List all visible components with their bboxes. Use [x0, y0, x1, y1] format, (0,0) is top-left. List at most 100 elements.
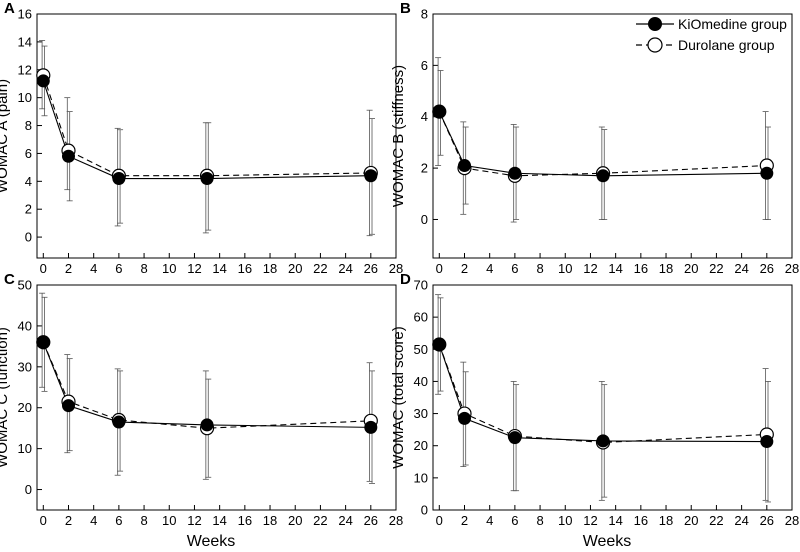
data-point-b-kiomedine-6 — [508, 166, 522, 180]
x-tick-label-b-14: 14 — [608, 261, 622, 276]
y-tick-label-a-10: 10 — [18, 90, 32, 105]
x-tick-label-c-8: 8 — [140, 513, 147, 528]
data-point-d-kiomedine-13 — [596, 434, 610, 448]
y-tick-label-a-0: 0 — [25, 230, 32, 245]
data-point-b-kiomedine-13 — [596, 169, 610, 183]
series-line-d-durolane — [438, 344, 767, 444]
panel-d: 0 2 4 6 8 10 12 14 16 18 20 22 24 26 28010203040506070… — [390, 271, 799, 528]
y-tick-label-a-12: 12 — [18, 62, 32, 77]
y-tick-label-a-16: 16 — [18, 7, 32, 22]
x-tick-label-a-20: 20 — [288, 261, 302, 276]
x-tick-label-a-16: 16 — [238, 261, 252, 276]
series-line-a-kiomedine — [42, 80, 371, 180]
x-tick-label-a-6: 6 — [115, 261, 122, 276]
plot-frame-d — [432, 284, 793, 511]
data-point-d-kiomedine-6 — [508, 431, 522, 445]
x-tick-label-d-20: 20 — [684, 513, 698, 528]
x-tick-label-a-12: 12 — [187, 261, 201, 276]
legend-label-kiomedine: KiOmedine group — [678, 16, 787, 32]
x-tick-label-d-0: 0 — [436, 513, 443, 528]
y-tick-label-a-6: 6 — [25, 146, 32, 161]
x-tick-label-a-24: 24 — [338, 261, 352, 276]
x-tick-label-d-28: 28 — [785, 513, 799, 528]
legend-label-durolane: Durolane group — [678, 37, 775, 53]
x-tick-label-c-28: 28 — [389, 513, 403, 528]
data-point-b-kiomedine-2 — [457, 159, 471, 173]
plot-frame-c — [36, 284, 397, 511]
y-tick-label-d-10: 10 — [414, 470, 428, 485]
x-axis-title-left: Weeks — [187, 533, 236, 550]
y-tick-label-d-0: 0 — [421, 503, 428, 518]
plot-frame-a — [36, 13, 397, 259]
x-tick-label-d-16: 16 — [634, 513, 648, 528]
x-tick-label-c-4: 4 — [90, 513, 97, 528]
x-tick-label-d-26: 26 — [760, 513, 774, 528]
x-tick-label-a-10: 10 — [162, 261, 176, 276]
y-tick-label-b-2: 2 — [421, 161, 428, 176]
data-point-d-kiomedine-0 — [432, 337, 446, 351]
y-tick-label-b-8: 8 — [421, 7, 428, 22]
y-tick-label-c-40: 40 — [18, 318, 32, 333]
x-tick-label-a-0: 0 — [40, 261, 47, 276]
x-tick-label-c-10: 10 — [162, 513, 176, 528]
x-tick-label-c-2: 2 — [65, 513, 72, 528]
y-tick-label-d-70: 70 — [414, 278, 428, 293]
plot-frame-b — [432, 13, 793, 259]
x-tick-label-c-6: 6 — [115, 513, 122, 528]
y-tick-label-a-14: 14 — [18, 34, 32, 49]
legend-marker-durolane — [647, 37, 663, 53]
y-tick-label-a-2: 2 — [25, 202, 32, 217]
x-tick-label-b-26: 26 — [760, 261, 774, 276]
x-tick-label-c-0: 0 — [40, 513, 47, 528]
panel-letter-b: B — [400, 0, 411, 17]
x-tick-label-b-28: 28 — [785, 261, 799, 276]
x-tick-label-d-12: 12 — [583, 513, 597, 528]
x-tick-label-a-18: 18 — [263, 261, 277, 276]
x-tick-label-d-24: 24 — [734, 513, 748, 528]
data-point-c-kiomedine-13 — [200, 418, 214, 432]
y-tick-label-d-30: 30 — [414, 406, 428, 421]
y-tick-label-b-0: 0 — [421, 212, 428, 227]
data-point-a-kiomedine-0 — [36, 74, 50, 88]
x-tick-label-d-2: 2 — [461, 513, 468, 528]
y-axis-label-b: WOMAC B (stiffness) — [390, 65, 407, 207]
panel-letter-d: D — [400, 271, 411, 288]
x-tick-label-b-24: 24 — [734, 261, 748, 276]
data-point-a-kiomedine-13 — [200, 172, 214, 186]
x-tick-label-c-24: 24 — [338, 513, 352, 528]
x-tick-label-a-4: 4 — [90, 261, 97, 276]
data-point-d-kiomedine-2 — [457, 411, 471, 425]
series-line-a-durolane — [42, 75, 371, 177]
y-tick-label-c-10: 10 — [18, 441, 32, 456]
y-tick-label-a-4: 4 — [25, 174, 32, 189]
y-tick-label-b-4: 4 — [421, 109, 428, 124]
x-tick-label-a-26: 26 — [364, 261, 378, 276]
x-tick-label-a-14: 14 — [212, 261, 226, 276]
legend: KiOmedine group Durolane group — [636, 16, 787, 53]
data-point-a-kiomedine-26 — [364, 169, 378, 183]
x-axis-title-right: Weeks — [583, 533, 632, 550]
data-point-b-kiomedine-0 — [432, 105, 446, 119]
x-tick-label-a-28: 28 — [389, 261, 403, 276]
x-tick-label-d-10: 10 — [558, 513, 572, 528]
x-tick-label-b-10: 10 — [558, 261, 572, 276]
panel-letter-a: A — [4, 0, 15, 17]
y-tick-label-d-60: 60 — [414, 310, 428, 325]
y-tick-label-c-0: 0 — [25, 482, 32, 497]
x-tick-label-b-12: 12 — [583, 261, 597, 276]
x-tick-label-b-16: 16 — [634, 261, 648, 276]
y-axis-label-d: WOMAC (total score) — [390, 326, 407, 469]
x-tick-label-d-6: 6 — [511, 513, 518, 528]
y-tick-label-d-20: 20 — [414, 438, 428, 453]
x-tick-label-d-14: 14 — [608, 513, 622, 528]
y-tick-label-d-40: 40 — [414, 374, 428, 389]
y-tick-label-b-6: 6 — [421, 58, 428, 73]
data-point-c-kiomedine-2 — [61, 399, 75, 413]
y-tick-label-c-20: 20 — [18, 400, 32, 415]
x-tick-label-b-8: 8 — [536, 261, 543, 276]
y-tick-label-c-30: 30 — [18, 359, 32, 374]
x-tick-label-b-22: 22 — [709, 261, 723, 276]
y-axis-label-c: WOMAC C (function) — [0, 327, 11, 468]
panel-letter-c: C — [4, 271, 15, 288]
data-point-c-kiomedine-6 — [112, 415, 126, 429]
